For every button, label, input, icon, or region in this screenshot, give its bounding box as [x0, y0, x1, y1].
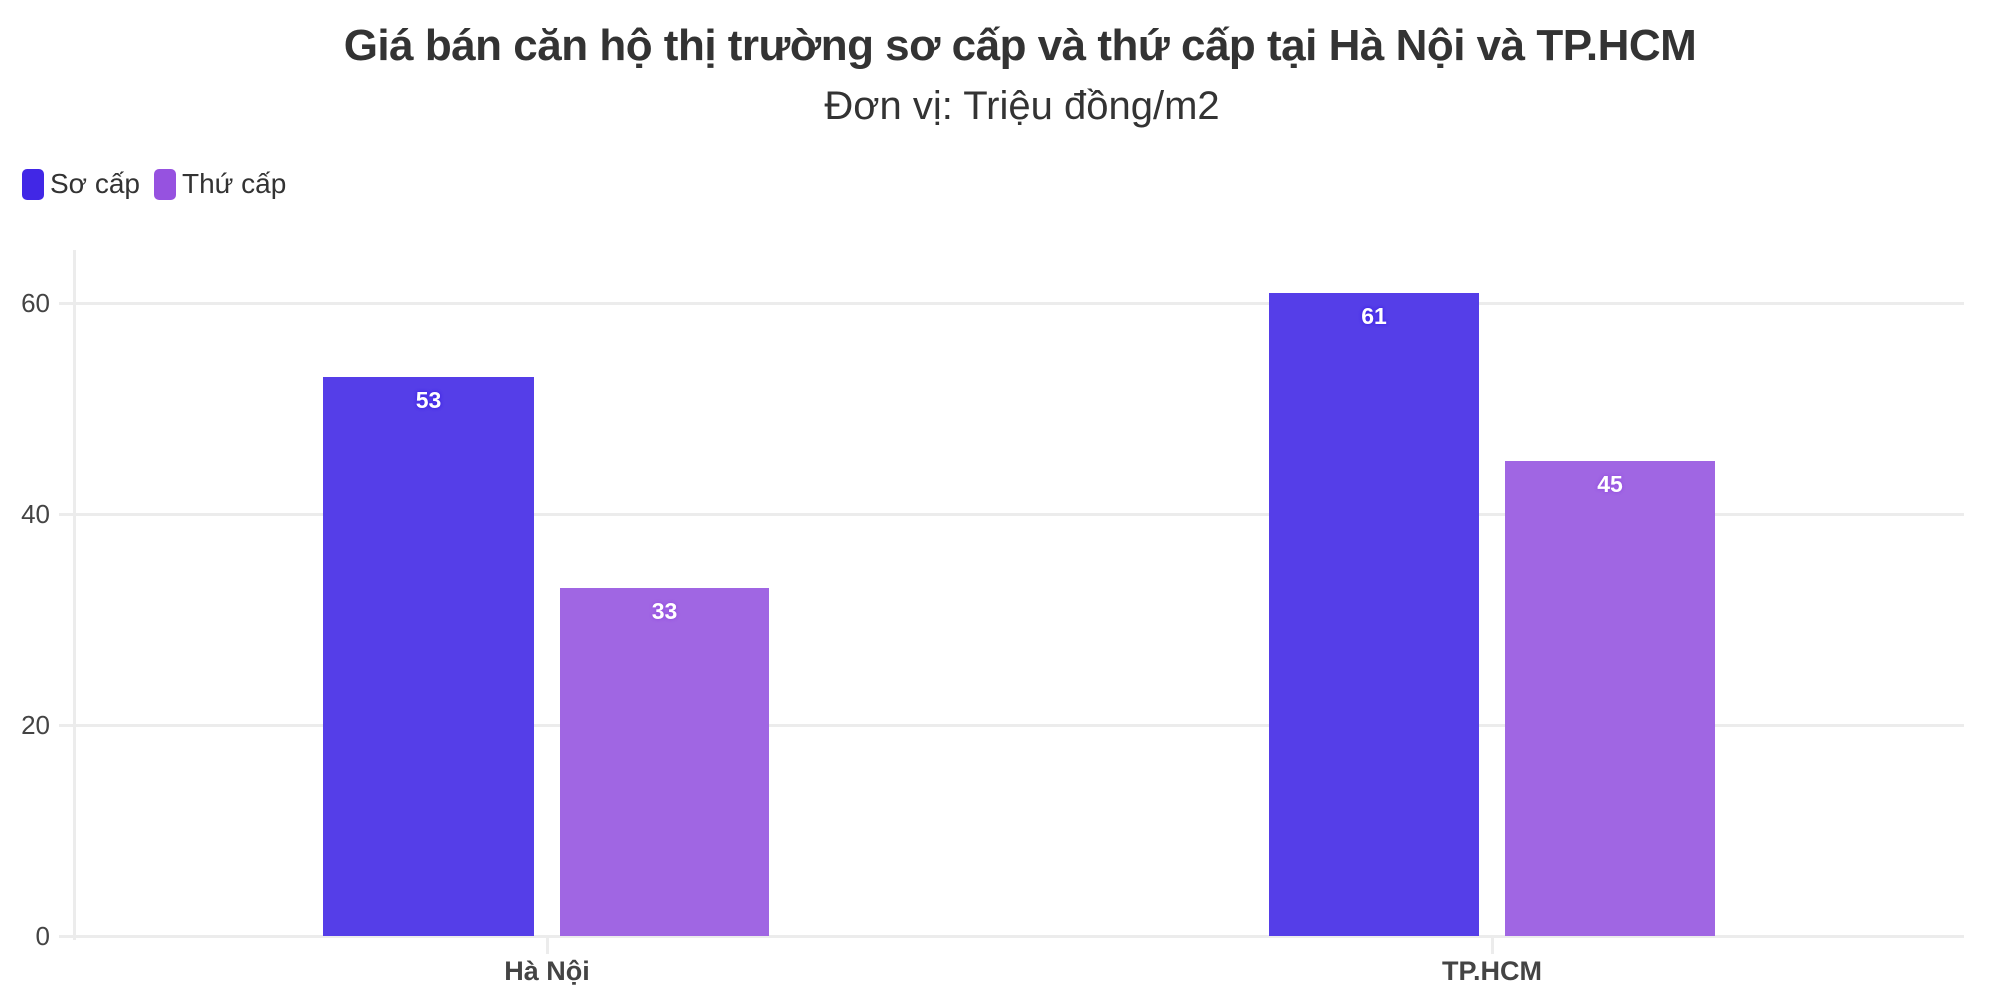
x-axis-line: [59, 935, 1964, 938]
bar-tp-hcm-so-cap[interactable]: 61: [1269, 293, 1479, 936]
data-label: 61: [1361, 303, 1387, 329]
data-label: 45: [1597, 471, 1623, 497]
chart-title: Giá bán căn hộ thị trường sơ cấp và thứ …: [343, 21, 1697, 70]
legend-label-so-cap: Sơ cấp: [50, 168, 140, 199]
gridline-40: [59, 513, 1964, 516]
data-label: 33: [651, 598, 678, 624]
y-tick-label-0: 0: [35, 921, 50, 951]
bar-ha-noi-thu-cap[interactable]: 33: [560, 588, 769, 936]
y-tick-label-60: 60: [21, 288, 50, 318]
legend-item-so-cap[interactable]: Sơ cấp: [22, 168, 140, 200]
chart-subtitle: Đơn vị: Triệu đồng/m2: [824, 84, 1220, 128]
y-tick-label-20: 20: [21, 710, 50, 740]
y-tick-label-40: 40: [21, 499, 50, 529]
y-axis-line: [73, 250, 76, 940]
x-tick-ha-noi: [546, 938, 549, 954]
x-label-ha-noi: Hà Nội: [504, 956, 590, 986]
x-label-tp-hcm: TP.HCM: [1441, 956, 1542, 986]
legend: Sơ cấp Thứ cấp: [22, 166, 300, 202]
legend-swatch-thu-cap-icon: [153, 168, 176, 200]
gridline-20: [59, 724, 1964, 727]
bar-tp-hcm-thu-cap[interactable]: 45: [1505, 461, 1715, 936]
legend-swatch-so-cap-icon: [22, 168, 44, 200]
gridline-60: [59, 302, 1964, 305]
legend-label-thu-cap: Thứ cấp: [181, 168, 287, 199]
legend-item-thu-cap[interactable]: Thứ cấp: [153, 168, 287, 200]
data-label: 53: [415, 387, 442, 413]
bar-ha-noi-so-cap[interactable]: 53: [323, 377, 534, 936]
x-tick-tp-hcm: [1491, 938, 1494, 954]
